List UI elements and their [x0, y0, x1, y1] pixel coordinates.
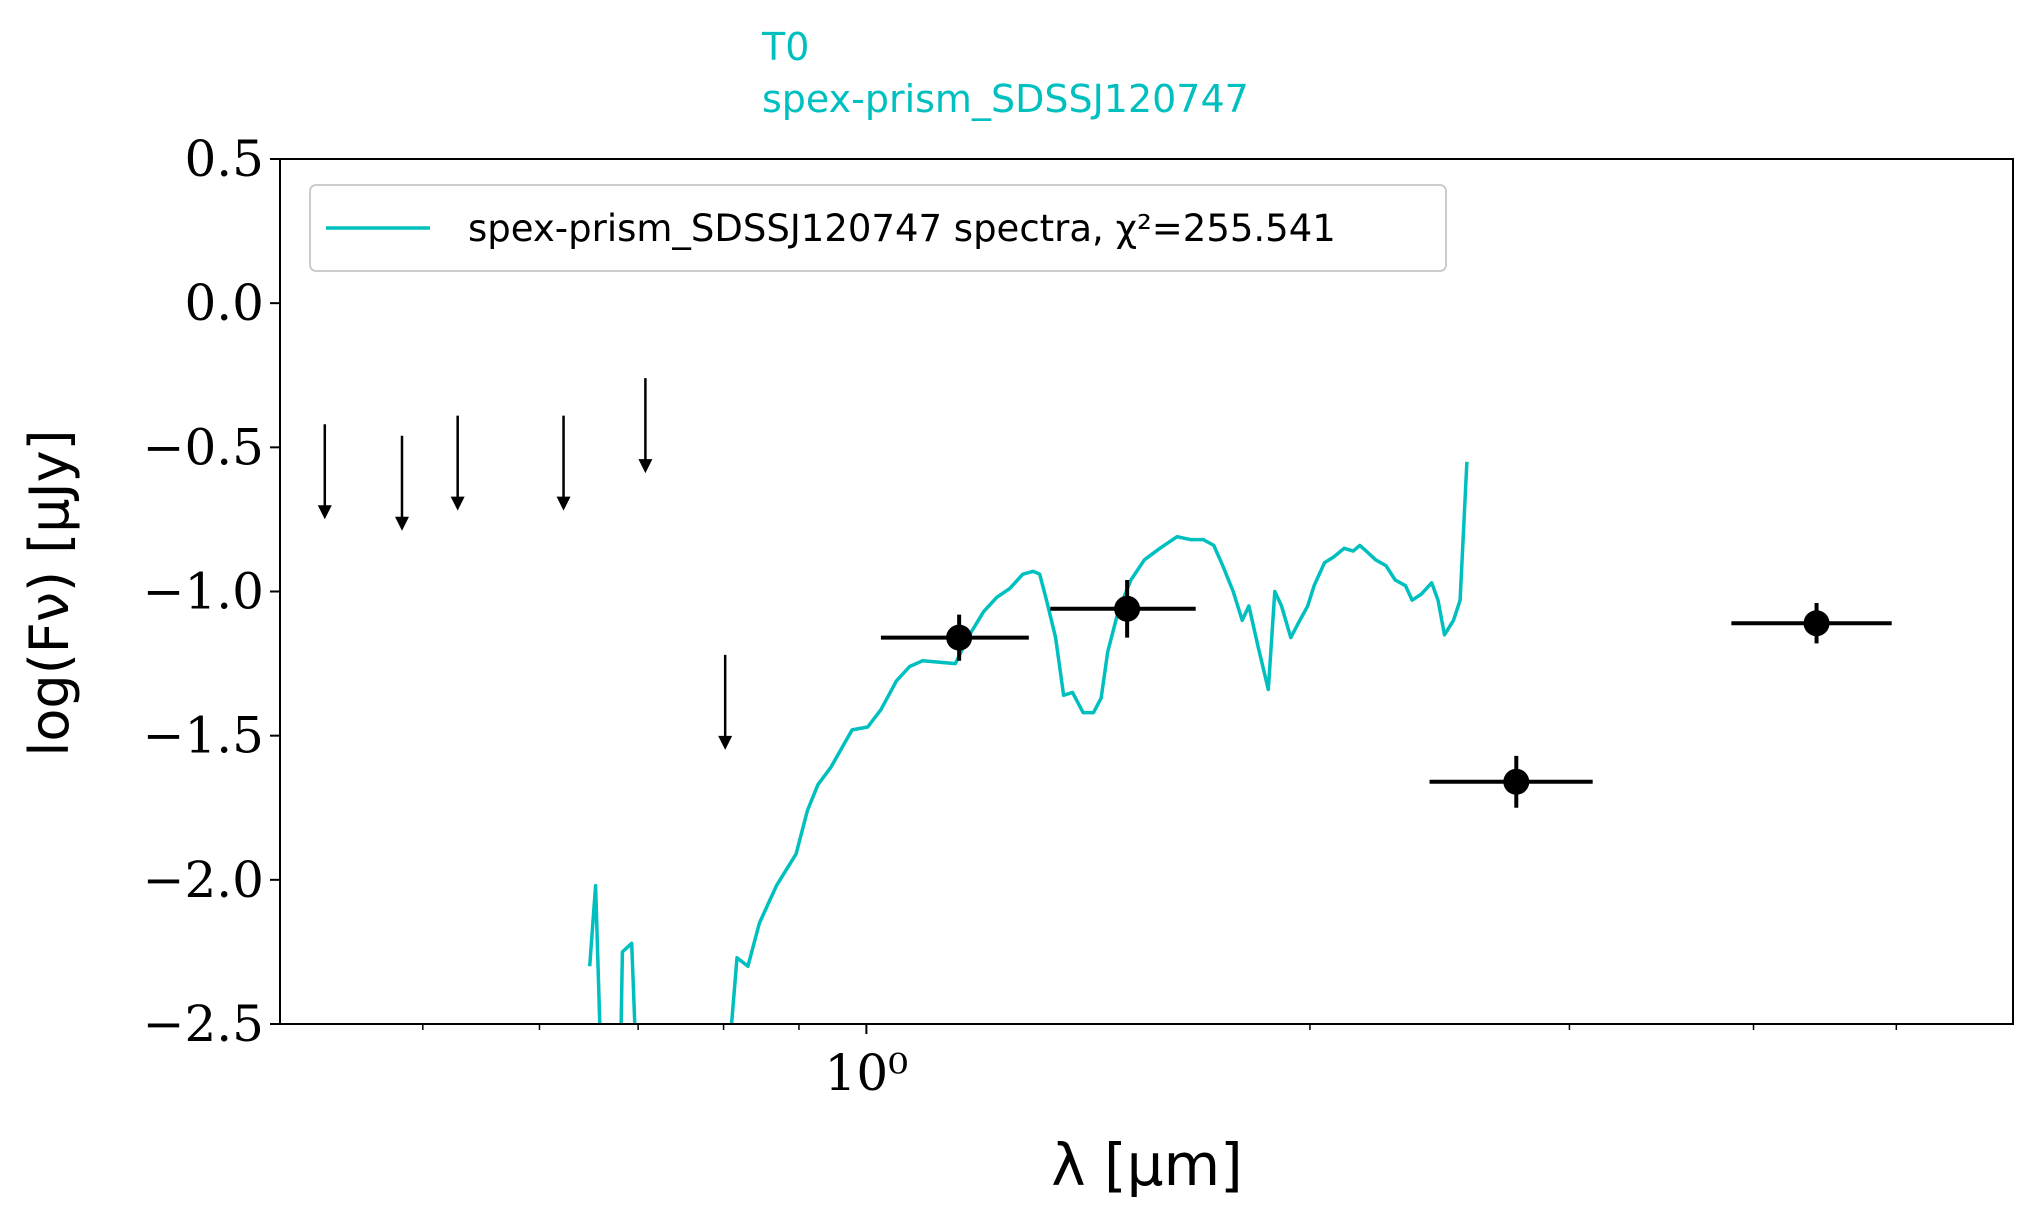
y-tick-label: −1.0: [143, 563, 264, 621]
arrow-head: [638, 459, 653, 474]
data-point: [1114, 595, 1141, 622]
y-tick-label: −1.5: [143, 707, 264, 765]
legend-label: spex-prism_SDSSJ120747 spectra, χ²=255.5…: [468, 207, 1336, 250]
chart-title: T0: [761, 25, 809, 69]
plot-area: [317, 378, 1892, 1024]
arrow-head: [556, 496, 571, 511]
data-point: [946, 624, 973, 651]
legend-box: [309, 184, 1447, 272]
arrow-head: [450, 496, 465, 511]
upper-limit-arrow: [450, 415, 465, 511]
plot-frame: [279, 158, 2014, 1025]
upper-limit-arrow: [718, 654, 733, 750]
upper-limit-arrow: [638, 378, 653, 474]
upper-limit-arrow: [317, 424, 332, 520]
data-point: [1803, 610, 1830, 637]
upper-limit-arrow: [394, 435, 409, 531]
y-tick-label: 0.0: [184, 274, 264, 332]
data-point: [1503, 768, 1530, 795]
x-axis-label: λ [μm]: [1051, 1131, 1242, 1199]
arrow-head: [394, 516, 409, 531]
x-tick-label: 10⁰: [825, 1044, 909, 1102]
chart-subtitle: spex-prism_SDSSJ120747: [762, 77, 1249, 121]
y-tick-label: 0.5: [184, 130, 264, 188]
arrow-head: [718, 735, 733, 750]
y-tick-label: −2.5: [143, 995, 264, 1053]
y-tick-label: −2.0: [143, 851, 264, 909]
arrow-head: [317, 505, 332, 520]
y-tick-label: −0.5: [143, 418, 264, 476]
y-axis-label: log(Fν) [μJy]: [18, 429, 81, 756]
upper-limit-arrow: [556, 415, 571, 511]
spectrum-line: [587, 461, 1469, 1024]
